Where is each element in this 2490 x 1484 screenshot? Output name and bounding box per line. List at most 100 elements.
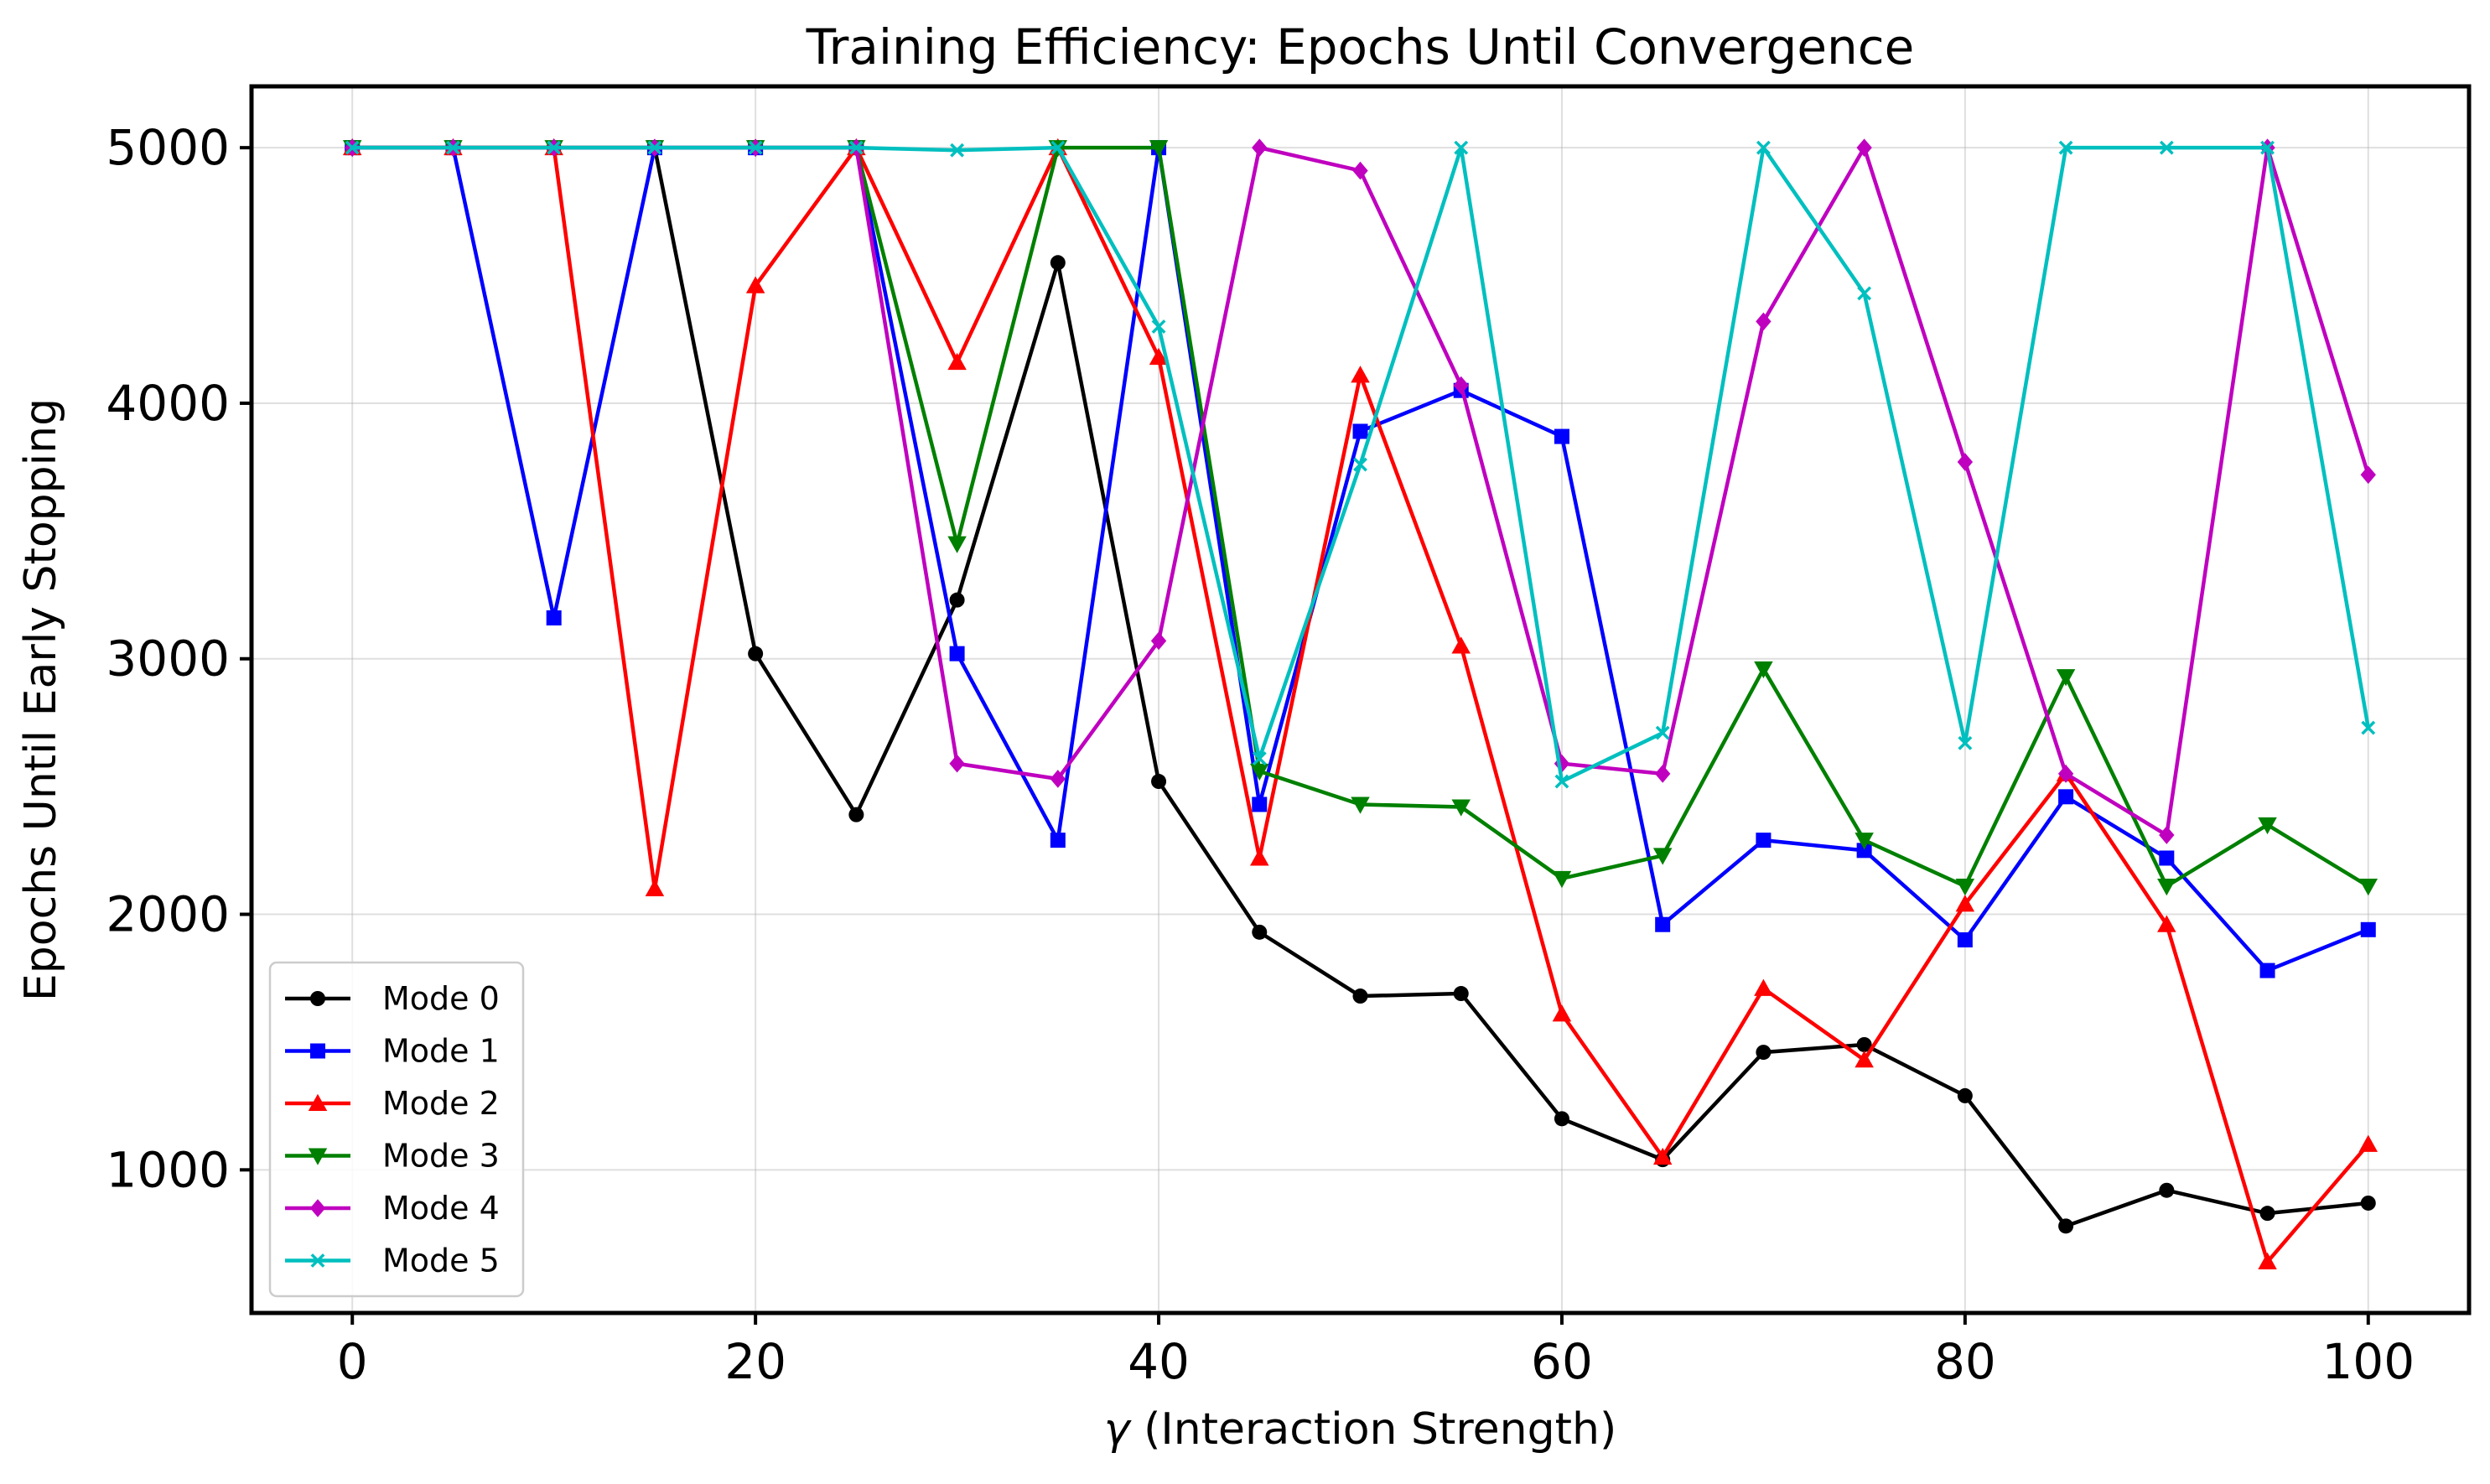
data-point — [1958, 735, 1973, 750]
data-point — [2258, 817, 2277, 835]
data-point — [1955, 895, 1975, 912]
data-point — [848, 807, 864, 822]
data-point — [949, 646, 965, 662]
data-point — [2360, 1195, 2376, 1211]
legend-label: Mode 5 — [382, 1243, 500, 1279]
chart-title: Training Efficiency: Epochs Until Conver… — [806, 18, 1915, 75]
data-point — [2360, 921, 2376, 937]
data-point — [848, 140, 864, 155]
data-point — [949, 754, 965, 773]
legend-label: Mode 1 — [382, 1033, 500, 1070]
legend-marker — [309, 1199, 326, 1217]
data-point — [546, 610, 562, 625]
data-point — [2361, 720, 2376, 735]
legend-entry: Mode 1 — [285, 1033, 500, 1070]
plot-frame — [249, 84, 2472, 1315]
legend-marker — [310, 1043, 325, 1059]
data-point — [1050, 833, 1066, 848]
legend-marker — [310, 991, 325, 1006]
data-point — [1454, 140, 1469, 155]
data-point — [1855, 1051, 1874, 1068]
legend-marker — [310, 1253, 325, 1268]
data-point — [1451, 636, 1471, 654]
data-point — [2358, 1134, 2378, 1152]
data-point — [1151, 319, 1166, 334]
y-axis-label: Epochs Until Early Stopping — [16, 398, 66, 1001]
data-point — [1756, 1045, 1772, 1061]
legend-marker — [308, 1093, 328, 1111]
data-point — [2057, 765, 2074, 783]
data-point — [2157, 878, 2176, 896]
data-point — [1149, 140, 1169, 158]
data-point — [1252, 924, 1268, 940]
data-point — [1250, 848, 1269, 866]
data-point — [748, 646, 764, 662]
legend-entry: Mode 0 — [285, 980, 500, 1017]
series-group — [342, 138, 2378, 1270]
data-point — [1756, 833, 1772, 848]
axis-ticks: 0 20 40 60 80 100 1000 2000 3000 4000 5000 — [106, 119, 2415, 1390]
data-point — [1351, 796, 1370, 814]
x-axis-label: γ (Interaction Strength) — [1104, 1404, 1616, 1455]
data-point — [1655, 765, 1671, 783]
data-point — [1050, 255, 1066, 271]
data-point — [1856, 138, 1872, 157]
legend-label: Mode 0 — [382, 980, 500, 1017]
y-tick-label: 4000 — [106, 375, 230, 432]
data-point — [1451, 799, 1471, 817]
data-point — [1957, 1087, 1973, 1103]
data-point — [345, 140, 360, 155]
x-tick-label: 0 — [337, 1333, 368, 1390]
legend-entry: Mode 2 — [285, 1085, 500, 1122]
data-point — [2159, 140, 2174, 155]
data-point — [1856, 1036, 1872, 1052]
data-point — [1554, 428, 1569, 444]
data-point — [748, 140, 763, 155]
x-tick-label: 100 — [2321, 1333, 2415, 1390]
x-tick-label: 80 — [1934, 1333, 1996, 1390]
data-point — [2159, 850, 2175, 866]
data-point — [1756, 140, 1771, 155]
data-point — [2259, 963, 2275, 978]
data-point — [1554, 774, 1569, 789]
x-axis-symbol: γ — [1104, 1404, 1133, 1455]
legend-label: Mode 4 — [382, 1190, 500, 1227]
x-tick-label: 60 — [1531, 1333, 1593, 1390]
data-point — [1754, 661, 1773, 679]
data-point — [1050, 140, 1066, 155]
x-axis-text: (Interaction Strength) — [1130, 1404, 1617, 1455]
data-point — [1353, 457, 1367, 472]
series-5 — [345, 140, 2376, 789]
data-point — [1652, 1147, 1673, 1165]
y-tick-label: 1000 — [106, 1141, 230, 1198]
data-point — [1050, 770, 1066, 788]
data-point — [2159, 826, 2175, 844]
data-point — [950, 143, 965, 158]
data-point — [1552, 1004, 1572, 1022]
data-point — [1149, 347, 1169, 366]
legend-entry: Mode 4 — [285, 1190, 500, 1227]
data-point — [2159, 1182, 2175, 1198]
data-point — [1554, 754, 1570, 773]
data-point — [446, 140, 460, 155]
data-point — [1352, 161, 1368, 180]
data-point — [1252, 796, 1268, 812]
data-point — [1957, 932, 1973, 948]
data-point — [1351, 366, 1370, 383]
data-point — [745, 276, 765, 293]
data-point — [2056, 669, 2076, 687]
data-point — [2258, 1252, 2277, 1270]
data-point — [1856, 843, 1872, 859]
legend-label: Mode 3 — [382, 1138, 500, 1175]
x-tick-label: 40 — [1128, 1333, 1190, 1390]
legend-box — [268, 961, 525, 1298]
data-point — [1554, 1111, 1569, 1127]
data-point — [1857, 286, 1872, 301]
data-point — [647, 140, 662, 155]
data-point — [2157, 915, 2176, 932]
data-point — [2360, 465, 2376, 485]
x-tick-label: 20 — [724, 1333, 786, 1390]
data-point — [1652, 848, 1673, 865]
legend: Mode 0 Mode 1 Mode 2 Mode 3 Mode 4 Mode 5 — [268, 961, 525, 1298]
